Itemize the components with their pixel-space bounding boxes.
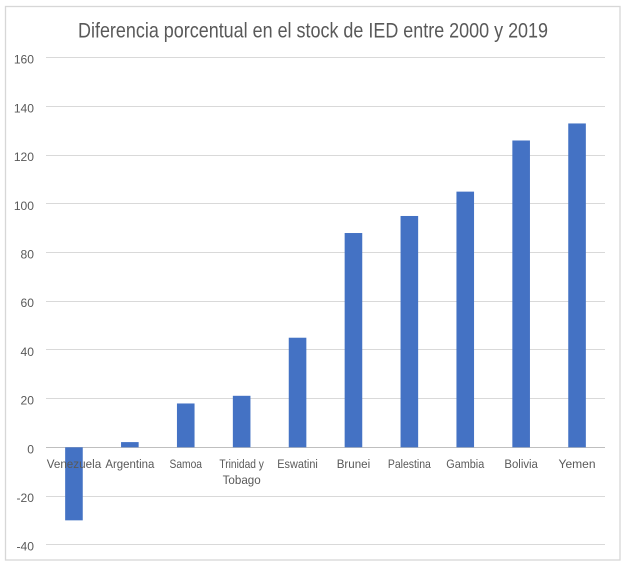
- svg-text:Bolivia: Bolivia: [504, 457, 538, 471]
- svg-text:Diferencia porcentual en el st: Diferencia porcentual en el stock de IED…: [78, 19, 548, 43]
- svg-text:Yemen: Yemen: [559, 457, 596, 471]
- svg-text:Palestina: Palestina: [388, 457, 431, 471]
- svg-text:100: 100: [14, 199, 34, 213]
- svg-text:0: 0: [27, 442, 34, 456]
- svg-text:160: 160: [14, 53, 34, 67]
- svg-text:40: 40: [21, 345, 35, 359]
- svg-text:20: 20: [21, 394, 35, 408]
- svg-text:-40: -40: [17, 540, 35, 554]
- svg-text:Tobago: Tobago: [223, 473, 261, 487]
- svg-text:Brunei: Brunei: [337, 457, 371, 471]
- svg-text:120: 120: [14, 150, 34, 164]
- svg-text:140: 140: [14, 101, 34, 115]
- svg-text:Venezuela: Venezuela: [47, 457, 102, 471]
- svg-text:Argentina: Argentina: [105, 457, 154, 471]
- svg-text:-20: -20: [17, 491, 35, 505]
- svg-text:80: 80: [21, 248, 35, 262]
- svg-text:Eswatini: Eswatini: [277, 457, 318, 471]
- svg-text:60: 60: [21, 296, 35, 310]
- svg-text:Gambia: Gambia: [446, 457, 484, 471]
- svg-text:Trinidad y: Trinidad y: [219, 457, 264, 471]
- svg-text:Samoa: Samoa: [170, 457, 203, 471]
